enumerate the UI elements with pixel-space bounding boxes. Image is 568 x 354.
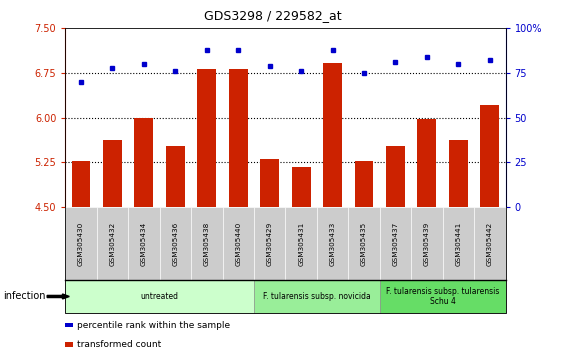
Text: percentile rank within the sample: percentile rank within the sample (77, 321, 230, 330)
Bar (198, 69, 216, 207)
Text: GSM305442: GSM305442 (487, 221, 493, 266)
Text: GDS3298 / 229582_at: GDS3298 / 229582_at (204, 9, 341, 22)
Text: GSM305438: GSM305438 (204, 221, 210, 266)
Bar (386, 146, 405, 207)
Text: GSM305431: GSM305431 (298, 221, 304, 266)
Text: F. tularensis subsp. novicida: F. tularensis subsp. novicida (263, 292, 371, 301)
Bar (449, 140, 468, 207)
Bar (72, 161, 90, 207)
Text: GSM305432: GSM305432 (110, 221, 115, 266)
Text: GSM305430: GSM305430 (78, 221, 84, 266)
Text: GSM305429: GSM305429 (267, 221, 273, 266)
Bar (481, 104, 499, 207)
Text: GSM305437: GSM305437 (392, 221, 399, 266)
Bar (292, 167, 311, 207)
Bar (260, 159, 279, 207)
Text: GSM305433: GSM305433 (329, 221, 336, 266)
Text: transformed count: transformed count (77, 340, 161, 349)
Bar (166, 146, 185, 207)
Bar (103, 140, 122, 207)
Text: GSM305436: GSM305436 (172, 221, 178, 266)
Bar (135, 118, 153, 207)
Text: GSM305434: GSM305434 (141, 221, 147, 266)
Text: infection: infection (3, 291, 45, 302)
Text: GSM305441: GSM305441 (456, 221, 461, 266)
Bar (323, 63, 342, 207)
Text: GSM305440: GSM305440 (235, 221, 241, 266)
Text: untreated: untreated (141, 292, 179, 301)
Text: GSM305439: GSM305439 (424, 221, 430, 266)
Bar (417, 120, 436, 207)
Bar (229, 69, 248, 207)
Text: F. tularensis subsp. tularensis
Schu 4: F. tularensis subsp. tularensis Schu 4 (386, 287, 499, 306)
Text: GSM305435: GSM305435 (361, 221, 367, 266)
Bar (354, 161, 373, 207)
